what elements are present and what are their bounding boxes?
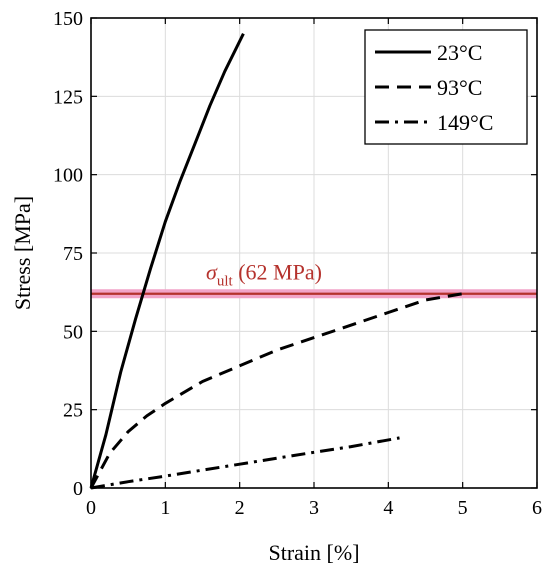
x-tick-label: 3 [309, 497, 319, 519]
sigma-ult-annotation: σult (62 MPa) [206, 260, 322, 290]
x-tick-label: 5 [458, 497, 468, 519]
series-line [89, 292, 463, 489]
legend-label: 93°C [437, 75, 482, 100]
sigma-value-text: (62 MPa) [233, 260, 322, 285]
axis-ticks [90, 17, 538, 489]
series-line [90, 436, 400, 490]
y-tick-label: 0 [73, 478, 83, 500]
sigma-subscript: ult [217, 274, 234, 290]
x-tick-label: 2 [235, 497, 245, 519]
legend-label: 149°C [437, 110, 493, 135]
tick-labels: 0 1 2 3 4 5 6 0 25 50 75 100 125 150 [53, 8, 542, 519]
y-tick-label: 50 [63, 321, 83, 343]
series-group [89, 33, 463, 490]
legend-box [364, 29, 528, 145]
sigma-symbol: σ [206, 260, 218, 285]
y-tick-label: 75 [63, 243, 83, 265]
legend-label: 23°C [437, 40, 482, 65]
y-tick-label: 25 [63, 400, 83, 422]
y-axis-label: Stress [MPa] [10, 196, 35, 310]
legend: 23°C 93°C 149°C [364, 29, 528, 145]
y-tick-label: 125 [53, 86, 83, 108]
x-tick-label: 1 [160, 497, 170, 519]
y-tick-label: 150 [53, 8, 83, 30]
y-tick-label: 100 [53, 165, 83, 187]
x-axis-label: Strain [%] [268, 540, 359, 565]
x-tick-label: 4 [383, 497, 393, 519]
series-line [89, 33, 245, 489]
x-tick-label: 6 [532, 497, 542, 519]
x-tick-label: 0 [86, 497, 96, 519]
